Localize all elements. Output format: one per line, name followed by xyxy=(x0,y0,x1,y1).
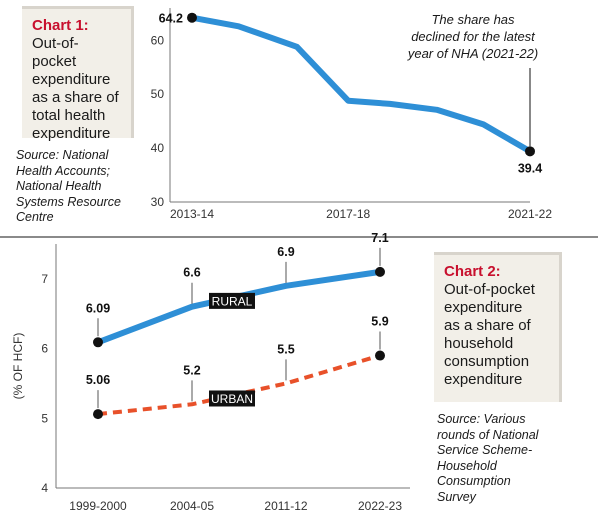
chart-2-rural-data-label: 6.09 xyxy=(86,301,110,315)
chart-2-source-line: Household xyxy=(437,458,497,473)
chart-2-subtitle-line: household xyxy=(444,335,514,352)
chart-1-y-tick-label: 50 xyxy=(151,87,165,101)
chart-2-source-line: Service Scheme- xyxy=(437,443,533,457)
chart-2-y-tick-label: 7 xyxy=(41,272,48,286)
chart-1-y-tick-label: 40 xyxy=(151,141,165,155)
chart-1-subtitle-line: as a share of xyxy=(32,89,119,106)
chart-1-data-point xyxy=(525,146,535,157)
chart-1-annotation-line: The share has xyxy=(431,12,515,27)
chart-2-urban-series-name: URBAN xyxy=(211,392,253,406)
chart-1-subtitle-line: total health xyxy=(32,107,106,124)
chart-1-source-line: Systems Resource xyxy=(16,194,121,209)
chart-1-x-tick-label: 2021-22 xyxy=(508,207,552,221)
chart-2-rural-series-tag xyxy=(209,292,255,309)
chart-2-urban-data-label: 5.9 xyxy=(371,315,388,329)
chart-2-panel: 4 5 6 7 1999-2000 2004-05 2011-12 2022-23 (% OF … xyxy=(0,231,598,528)
chart-2-urban-data-label: 5.2 xyxy=(183,363,200,377)
chart-2-urban-series-tag xyxy=(209,390,255,407)
chart-1-x-tick-label: 2017-18 xyxy=(326,207,370,221)
chart-1-title: Chart 1: xyxy=(32,17,89,34)
chart-1-source-line: Source: National xyxy=(16,148,109,162)
chart-2-x-tick-label: 1999-2000 xyxy=(69,499,127,513)
chart-1-subtitle-line: expenditure xyxy=(32,125,111,142)
chart-1-data-label: 39.4 xyxy=(518,161,542,175)
chart-1-x-tick-label: 2013-14 xyxy=(170,207,214,221)
chart-1-subtitle: Out-of-pocket expenditure as a share of … xyxy=(32,35,121,143)
chart-2-x-tick-label: 2011-12 xyxy=(264,499,307,513)
chart-2-y-tick-label: 6 xyxy=(41,342,48,356)
chart-2-y-tick-label: 4 xyxy=(41,481,48,495)
chart-1-source-line: National Health xyxy=(16,179,102,193)
panel-divider xyxy=(0,236,598,238)
chart-2-plot: 4 5 6 7 1999-2000 2004-05 2011-12 2022-23 (% OF … xyxy=(11,231,410,513)
chart-2-subtitle-line: as a share of xyxy=(444,317,531,334)
chart-1-source: Source: National Health Accounts; Nation… xyxy=(16,148,136,226)
chart-2-x-tick-label: 2022-23 xyxy=(358,499,402,513)
chart-2-subtitle-line: consumption xyxy=(444,353,530,370)
chart-1-data-point xyxy=(187,12,197,23)
chart-2-subtitle-line: expenditure xyxy=(444,299,523,316)
chart-1-series-line xyxy=(189,14,533,155)
chart-1-plot: 30 40 50 60 2013-14 2017-18 2021-22 64.2 39.4 The… xyxy=(151,8,552,221)
chart-1-source-line: Centre xyxy=(16,210,54,224)
chart-1-annotation-line: declined for the latest xyxy=(411,29,536,44)
chart-2-source-line: Survey xyxy=(437,489,476,504)
chart-2-urban-data-point xyxy=(93,409,103,420)
chart-2-x-tick-label: 2004-05 xyxy=(170,499,214,513)
chart-2-subtitle-line: Out-of-pocket xyxy=(444,281,535,298)
chart-2-urban-data-label: 5.06 xyxy=(86,373,110,387)
chart-2-title: Chart 2: xyxy=(444,263,501,280)
chart-2-rural-data-label: 6.9 xyxy=(277,245,294,259)
chart-2-subtitle-line: expenditure xyxy=(444,371,523,388)
chart-1-subtitle-line: expenditure xyxy=(32,71,111,88)
chart-2-rural-data-point xyxy=(375,266,385,277)
chart-2-rural-data-point xyxy=(93,337,103,348)
chart-1-subtitle-line: Out-of-pocket xyxy=(32,35,79,70)
chart-2-source-line: Source: Various xyxy=(437,412,526,426)
chart-1-annotation-line: year of NHA (2021-22) xyxy=(407,46,538,61)
chart-1-info-box: Chart 1: Out-of-pocket expenditure as a … xyxy=(22,6,134,142)
chart-2-source-line: rounds of National xyxy=(437,427,539,442)
chart-2-urban-data-label: 5.5 xyxy=(277,342,294,356)
chart-1-data-label: 64.2 xyxy=(159,12,183,26)
chart-1-panel: 30 40 50 60 2013-14 2017-18 2021-22 64.2 39.4 The… xyxy=(0,0,598,236)
chart-2-urban-data-point xyxy=(375,350,385,361)
chart-2-info-box: Chart 2: Out-of-pocket expenditure as a … xyxy=(434,252,562,402)
chart-2-source: Source: Various rounds of National Servi… xyxy=(437,412,567,505)
chart-1-source-line: Health Accounts; xyxy=(16,163,111,178)
chart-2-rural-data-label: 6.6 xyxy=(183,266,200,280)
chart-2-y-tick-label: 5 xyxy=(41,411,48,425)
chart-2-rural-data-label: 7.1 xyxy=(371,231,388,245)
chart-2-y-axis-label: (% OF HCF) xyxy=(11,333,25,400)
chart-2-source-line: Consumption xyxy=(437,474,511,488)
chart-1-y-tick-label: 30 xyxy=(151,195,165,209)
chart-2-subtitle: Out-of-pocket expenditure as a share of … xyxy=(444,281,549,389)
chart-2-rural-series-name: RURAL xyxy=(212,294,253,308)
chart-1-y-tick-label: 60 xyxy=(151,33,165,47)
